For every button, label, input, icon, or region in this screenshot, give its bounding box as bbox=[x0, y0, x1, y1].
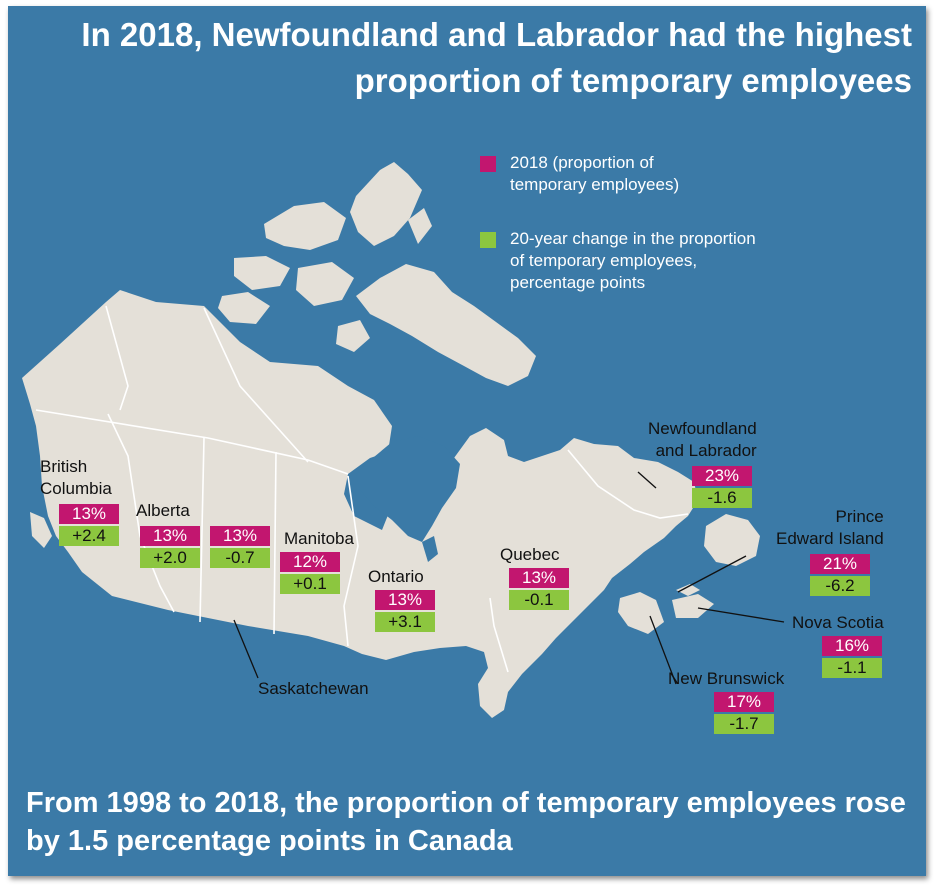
stat-prince-edward-island: 21% -6.2 bbox=[810, 554, 870, 596]
arctic-island bbox=[408, 208, 432, 244]
stat-nova-scotia: 16% -1.1 bbox=[822, 636, 882, 678]
value-2018-nova-scotia: 16% bbox=[822, 636, 882, 656]
stat-british-columbia: 13% +2.4 bbox=[59, 504, 119, 546]
baffin-island bbox=[356, 264, 536, 386]
value-2018-ontario: 13% bbox=[375, 590, 435, 610]
change-newfoundland-and-labrador: -1.6 bbox=[692, 488, 752, 508]
leader-pei bbox=[677, 555, 747, 593]
headline: In 2018, Newfoundland and Labrador had t… bbox=[81, 16, 912, 99]
stat-new-brunswick: 17% -1.7 bbox=[714, 692, 774, 734]
footer-summary: From 1998 to 2018, the proportion of tem… bbox=[26, 787, 906, 857]
label-manitoba: Manitoba bbox=[284, 529, 354, 548]
border-qc-nl bbox=[567, 449, 689, 519]
arctic-island bbox=[218, 292, 270, 324]
change-new-brunswick: -1.7 bbox=[714, 714, 774, 734]
border-yt-nt bbox=[105, 305, 129, 411]
change-saskatchewan: -0.7 bbox=[210, 548, 270, 568]
border-ab-sk bbox=[199, 437, 205, 623]
label-quebec: Quebec bbox=[500, 545, 560, 564]
change-british-columbia: +2.4 bbox=[59, 526, 119, 546]
new-brunswick-land bbox=[618, 592, 664, 634]
change-quebec: -0.1 bbox=[509, 590, 569, 610]
stat-newfoundland-and-labrador: 23% -1.6 bbox=[692, 466, 752, 508]
stat-ontario: 13% +3.1 bbox=[375, 590, 435, 632]
value-2018-new-brunswick: 17% bbox=[714, 692, 774, 712]
legend-swatch-2018 bbox=[480, 156, 496, 172]
arctic-island bbox=[350, 162, 422, 246]
legend-label-change: 20-year change in the proportion of temp… bbox=[510, 229, 756, 292]
label-ontario: Ontario bbox=[368, 567, 424, 586]
arctic-island bbox=[264, 202, 346, 250]
change-alberta: +2.0 bbox=[140, 548, 200, 568]
value-2018-newfoundland-and-labrador: 23% bbox=[692, 466, 752, 486]
change-manitoba: +0.1 bbox=[280, 574, 340, 594]
vancouver-island bbox=[30, 512, 52, 548]
mainland-landmass bbox=[22, 290, 698, 718]
border-sk-mb bbox=[273, 451, 277, 635]
legend-swatch-change bbox=[480, 232, 496, 248]
border-territories bbox=[35, 409, 349, 475]
value-2018-saskatchewan: 13% bbox=[210, 526, 270, 546]
label-new-brunswick: New Brunswick bbox=[668, 669, 785, 688]
leader-new-brunswick bbox=[649, 615, 677, 685]
hudson-bay bbox=[356, 436, 460, 542]
label-prince-edward-island: Prince Edward Island bbox=[776, 507, 884, 548]
stat-alberta: 13% +2.0 bbox=[140, 526, 200, 568]
arctic-island bbox=[296, 262, 354, 306]
label-alberta: Alberta bbox=[136, 501, 190, 520]
canada-map bbox=[22, 162, 785, 718]
value-2018-alberta: 13% bbox=[140, 526, 200, 546]
arctic-island bbox=[234, 256, 290, 290]
infographic-frame: In 2018, Newfoundland and Labrador had t… bbox=[8, 6, 926, 876]
change-prince-edward-island: -6.2 bbox=[810, 576, 870, 596]
change-ontario: +3.1 bbox=[375, 612, 435, 632]
change-nova-scotia: -1.1 bbox=[822, 658, 882, 678]
stat-manitoba: 12% +0.1 bbox=[280, 552, 340, 594]
label-newfoundland-and-labrador: Newfoundland and Labrador bbox=[648, 419, 757, 460]
border-on-qc bbox=[489, 597, 509, 673]
border-mb-on bbox=[343, 475, 359, 647]
james-bay bbox=[422, 536, 438, 562]
value-2018-prince-edward-island: 21% bbox=[810, 554, 870, 574]
nova-scotia-land bbox=[672, 594, 714, 618]
arctic-island bbox=[336, 320, 370, 352]
leader-lines bbox=[233, 471, 785, 685]
value-2018-quebec: 13% bbox=[509, 568, 569, 588]
leader-nova-scotia bbox=[697, 607, 785, 623]
legend-label-2018: 2018 (proportion of temporary employees) bbox=[510, 153, 680, 194]
pei-land bbox=[676, 584, 700, 596]
stat-quebec: 13% -0.1 bbox=[509, 568, 569, 610]
value-2018-british-columbia: 13% bbox=[59, 504, 119, 524]
label-british-columbia: British Columbia bbox=[40, 457, 112, 498]
stat-saskatchewan: 13% -0.7 bbox=[210, 526, 270, 568]
label-saskatchewan: Saskatchewan bbox=[258, 679, 369, 698]
border-nt-nu bbox=[203, 307, 309, 463]
leader-saskatchewan bbox=[233, 619, 259, 679]
leader-newfoundland bbox=[637, 471, 657, 489]
newfoundland-island bbox=[704, 514, 760, 566]
value-2018-manitoba: 12% bbox=[280, 552, 340, 572]
label-nova-scotia: Nova Scotia bbox=[792, 613, 884, 632]
